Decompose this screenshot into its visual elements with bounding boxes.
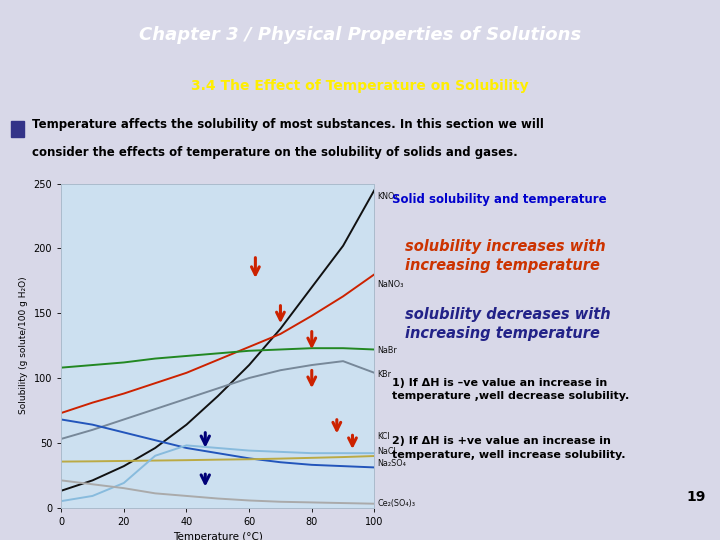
Text: 2) If ΔH is +ve value an increase in
temperature, well increase solubility.: 2) If ΔH is +ve value an increase in tem… (392, 436, 625, 460)
Text: Na₂SO₄: Na₂SO₄ (377, 459, 406, 468)
Text: Ce₂(SO₄)₃: Ce₂(SO₄)₃ (377, 499, 415, 508)
Text: Solid solubility and temperature: Solid solubility and temperature (392, 193, 606, 206)
Text: solubility increases with
increasing temperature: solubility increases with increasing tem… (405, 239, 606, 273)
Text: 19: 19 (687, 490, 706, 504)
Text: NaNO₃: NaNO₃ (377, 280, 404, 289)
X-axis label: Temperature (°C): Temperature (°C) (173, 532, 263, 540)
Text: NaCl: NaCl (377, 447, 396, 456)
Text: consider the effects of temperature on the solubility of solids and gases.: consider the effects of temperature on t… (32, 146, 518, 159)
Text: NaBr: NaBr (377, 346, 397, 355)
Text: 3.4 The Effect of Temperature on Solubility: 3.4 The Effect of Temperature on Solubil… (192, 79, 528, 93)
Text: Temperature affects the solubility of most substances. In this section we will: Temperature affects the solubility of mo… (32, 118, 544, 131)
Text: KBr: KBr (377, 369, 392, 379)
Bar (11, 120, 24, 137)
Text: KNO₃: KNO₃ (377, 192, 398, 201)
Text: 1) If ΔH is –ve value an increase in
temperature ,well decrease solubility.: 1) If ΔH is –ve value an increase in tem… (392, 378, 629, 401)
Y-axis label: Solubility (g solute/100 g H₂O): Solubility (g solute/100 g H₂O) (19, 277, 28, 414)
Text: solubility decreases with
increasing temperature: solubility decreases with increasing tem… (405, 307, 611, 341)
Text: KCl: KCl (377, 432, 390, 441)
Text: Chapter 3 / Physical Properties of Solutions: Chapter 3 / Physical Properties of Solut… (139, 26, 581, 44)
